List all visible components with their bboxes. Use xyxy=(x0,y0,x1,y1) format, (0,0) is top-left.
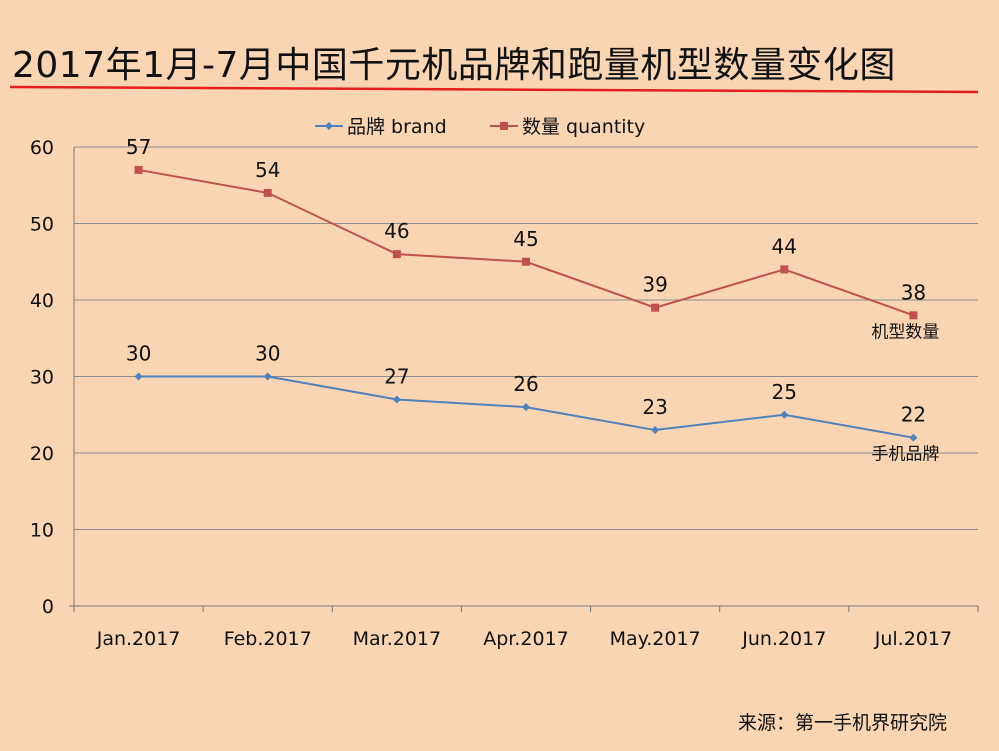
data-label: 45 xyxy=(513,227,538,251)
x-tick-label: Mar.2017 xyxy=(353,628,442,650)
data-label: 39 xyxy=(642,273,667,297)
data-point xyxy=(522,403,530,412)
y-tick-label: 0 xyxy=(42,596,54,618)
y-tick-label: 40 xyxy=(30,290,54,312)
y-tick-label: 30 xyxy=(30,367,54,389)
source-note: 来源：第一手机界研究院 xyxy=(737,712,947,734)
data-label: 26 xyxy=(513,372,538,396)
data-label: 38 xyxy=(901,280,926,304)
x-tick-label: Apr.2017 xyxy=(483,628,569,650)
series-end-label: 机型数量 xyxy=(871,322,939,342)
data-label: 44 xyxy=(772,234,797,258)
legend-label: 数量 quantity xyxy=(522,116,645,138)
data-point xyxy=(392,395,401,404)
data-label: 25 xyxy=(772,380,797,404)
title-underline xyxy=(9,85,979,94)
series-layer: 30 30 27 26 23 25 22 手机品牌 57 54 46 45 39 44 38 机型数量 xyxy=(126,135,940,465)
y-tick-label: 10 xyxy=(30,520,54,542)
data-label: 46 xyxy=(384,219,409,243)
data-point xyxy=(134,372,143,381)
y-tick-label: 60 xyxy=(30,137,54,159)
data-point xyxy=(263,372,272,381)
x-tick-label: May.2017 xyxy=(610,628,701,650)
data-point xyxy=(392,250,401,259)
data-point xyxy=(909,433,918,442)
data-label: 27 xyxy=(384,364,409,388)
x-axis-ticks: Jan.2017 Feb.2017 Mar.2017 Apr.2017 May.2017… xyxy=(73,606,979,650)
legend-item: 品牌 brand xyxy=(315,116,447,138)
series: 30 30 27 26 23 25 22 手机品牌 xyxy=(126,342,940,465)
x-tick-label: Jun.2017 xyxy=(741,628,826,650)
y-tick-label: 20 xyxy=(30,443,54,465)
data-label: 30 xyxy=(126,342,151,366)
legend: 品牌 brand 数量 quantity xyxy=(315,116,645,138)
data-point xyxy=(522,257,530,266)
page-title: 2017年1月-7月中国千元机品牌和跑量机型数量变化图 xyxy=(12,45,896,86)
y-tick-label: 50 xyxy=(30,214,54,236)
data-label: 54 xyxy=(255,158,280,182)
x-tick-label: Feb.2017 xyxy=(224,628,312,650)
x-tick-label: Jul.2017 xyxy=(874,628,952,650)
data-point xyxy=(134,165,143,174)
y-axis-ticks: 0 10 20 30 40 50 60 xyxy=(30,137,54,618)
x-tick-label: Jan.2017 xyxy=(96,628,181,650)
data-label: 30 xyxy=(255,342,280,366)
legend-marker xyxy=(500,122,508,130)
data-point xyxy=(263,188,272,197)
data-label: 57 xyxy=(126,135,151,159)
data-point xyxy=(780,265,789,274)
axes xyxy=(69,147,978,607)
gridlines xyxy=(74,146,978,530)
series-end-label: 手机品牌 xyxy=(871,445,939,465)
series: 57 54 46 45 39 44 38 机型数量 xyxy=(126,135,940,342)
data-point xyxy=(780,410,789,419)
legend-item: 数量 quantity xyxy=(490,116,645,138)
data-point xyxy=(651,426,660,435)
data-label: 22 xyxy=(901,403,926,427)
legend-label: 品牌 brand xyxy=(347,116,447,138)
data-point xyxy=(909,311,918,320)
data-label: 23 xyxy=(642,395,667,419)
legend-marker xyxy=(325,122,333,130)
data-point xyxy=(651,303,660,312)
